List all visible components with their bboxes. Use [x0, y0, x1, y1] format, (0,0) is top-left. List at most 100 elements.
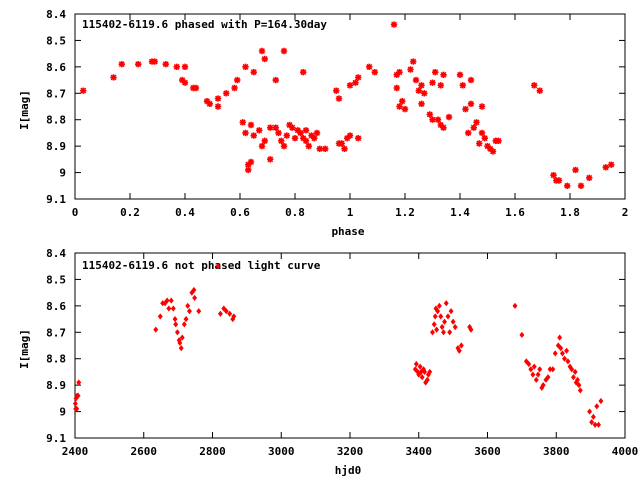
- data-point: [440, 71, 447, 78]
- data-point: [300, 68, 307, 76]
- data-point: [174, 329, 180, 336]
- data-point: [495, 137, 502, 145]
- data-point: [434, 116, 442, 123]
- data-point: [448, 308, 454, 315]
- x-tick-label: 4000: [612, 445, 639, 458]
- data-point: [421, 90, 428, 97]
- data-point: [242, 63, 249, 71]
- data-point: [215, 263, 221, 270]
- data-point: [592, 421, 598, 428]
- data-point: [203, 98, 211, 105]
- data-point: [173, 321, 179, 328]
- data-point: [473, 119, 480, 126]
- data-point: [355, 74, 362, 81]
- data-point: [76, 379, 82, 386]
- data-point: [157, 313, 163, 320]
- data-point: [223, 90, 230, 97]
- data-point: [435, 308, 441, 315]
- y-tick-label: 8.4: [46, 8, 66, 21]
- data-point: [450, 318, 456, 325]
- x-tick-label: 1.2: [395, 206, 415, 219]
- data-point: [426, 111, 433, 118]
- data-point: [297, 129, 304, 137]
- data-point: [280, 47, 288, 55]
- axis-ticks: 2400 2600 2800 3000 3200 3400 3600 3800 4000 8.4 8…: [46, 247, 638, 458]
- data-point: [366, 63, 373, 71]
- data-point: [555, 177, 563, 184]
- data-point: [445, 313, 451, 320]
- data-point: [72, 400, 78, 407]
- data-point: [393, 71, 400, 78]
- data-point: [456, 71, 464, 78]
- x-tick-label: 0.8: [285, 206, 305, 219]
- data-point: [181, 79, 189, 86]
- y-tick-label: 8.9: [46, 140, 66, 153]
- data-point: [183, 315, 189, 323]
- data-point: [424, 376, 430, 383]
- y-axis-title: I[mag]: [18, 90, 31, 130]
- data-point: [459, 82, 466, 89]
- data-point: [558, 345, 564, 352]
- data-point: [172, 315, 178, 323]
- data-point: [294, 127, 301, 134]
- data-point: [562, 355, 567, 362]
- data-point: [272, 124, 279, 131]
- data-point: [557, 334, 563, 341]
- data-point: [550, 366, 556, 373]
- x-tick-label: 3800: [543, 445, 570, 458]
- data-point: [170, 305, 176, 312]
- data-point: [429, 116, 436, 123]
- data-point: [393, 84, 400, 92]
- y-tick-label: 8.7: [46, 87, 66, 100]
- x-tick-label: 0.4: [175, 206, 195, 219]
- data-point: [247, 121, 255, 129]
- data-point: [429, 79, 436, 86]
- y-tick-label: 8.7: [46, 326, 66, 339]
- data-point: [589, 419, 595, 426]
- data-point: [135, 61, 142, 68]
- data-point: [278, 137, 285, 145]
- y-tick-label: 8.8: [46, 353, 66, 366]
- y-axis-title: I[mag]: [18, 329, 31, 369]
- x-tick-label: 2600: [131, 445, 158, 458]
- y-tick-label: 8.5: [46, 273, 66, 286]
- data-point: [442, 318, 447, 325]
- data-point: [289, 124, 296, 131]
- data-point: [432, 68, 439, 76]
- plot-title: 115402-6119.6 phased with P=164.30day: [82, 18, 327, 31]
- data-point: [333, 87, 340, 94]
- data-point: [179, 334, 185, 341]
- data-point: [559, 350, 565, 357]
- data-point: [564, 347, 570, 354]
- data-point: [458, 342, 464, 349]
- data-point: [519, 331, 525, 339]
- data-point: [187, 308, 192, 315]
- data-point: [185, 302, 191, 309]
- data-point: [181, 63, 189, 71]
- data-point: [456, 347, 462, 354]
- data-point: [338, 140, 345, 147]
- data-point: [267, 156, 274, 163]
- data-point: [577, 182, 585, 189]
- x-tick-label: 2400: [62, 445, 89, 458]
- data-point: [590, 413, 596, 420]
- data-point: [286, 121, 293, 129]
- data-point: [245, 161, 252, 168]
- data-point: [239, 119, 246, 126]
- data-point: [436, 302, 442, 309]
- x-axis-title: phase: [331, 225, 364, 238]
- data-point: [439, 323, 445, 331]
- y-tick-label: 8.5: [46, 34, 66, 47]
- data-point: [166, 305, 172, 312]
- data-point: [512, 302, 518, 309]
- data-point: [415, 87, 422, 94]
- data-point: [173, 63, 180, 71]
- data-point: [247, 158, 255, 166]
- data-point: [452, 323, 458, 331]
- data-point: [443, 300, 449, 307]
- data-point: [283, 132, 290, 139]
- data-point: [335, 95, 343, 102]
- data-point: [550, 172, 557, 179]
- data-point: [179, 76, 186, 84]
- data-point: [570, 374, 576, 381]
